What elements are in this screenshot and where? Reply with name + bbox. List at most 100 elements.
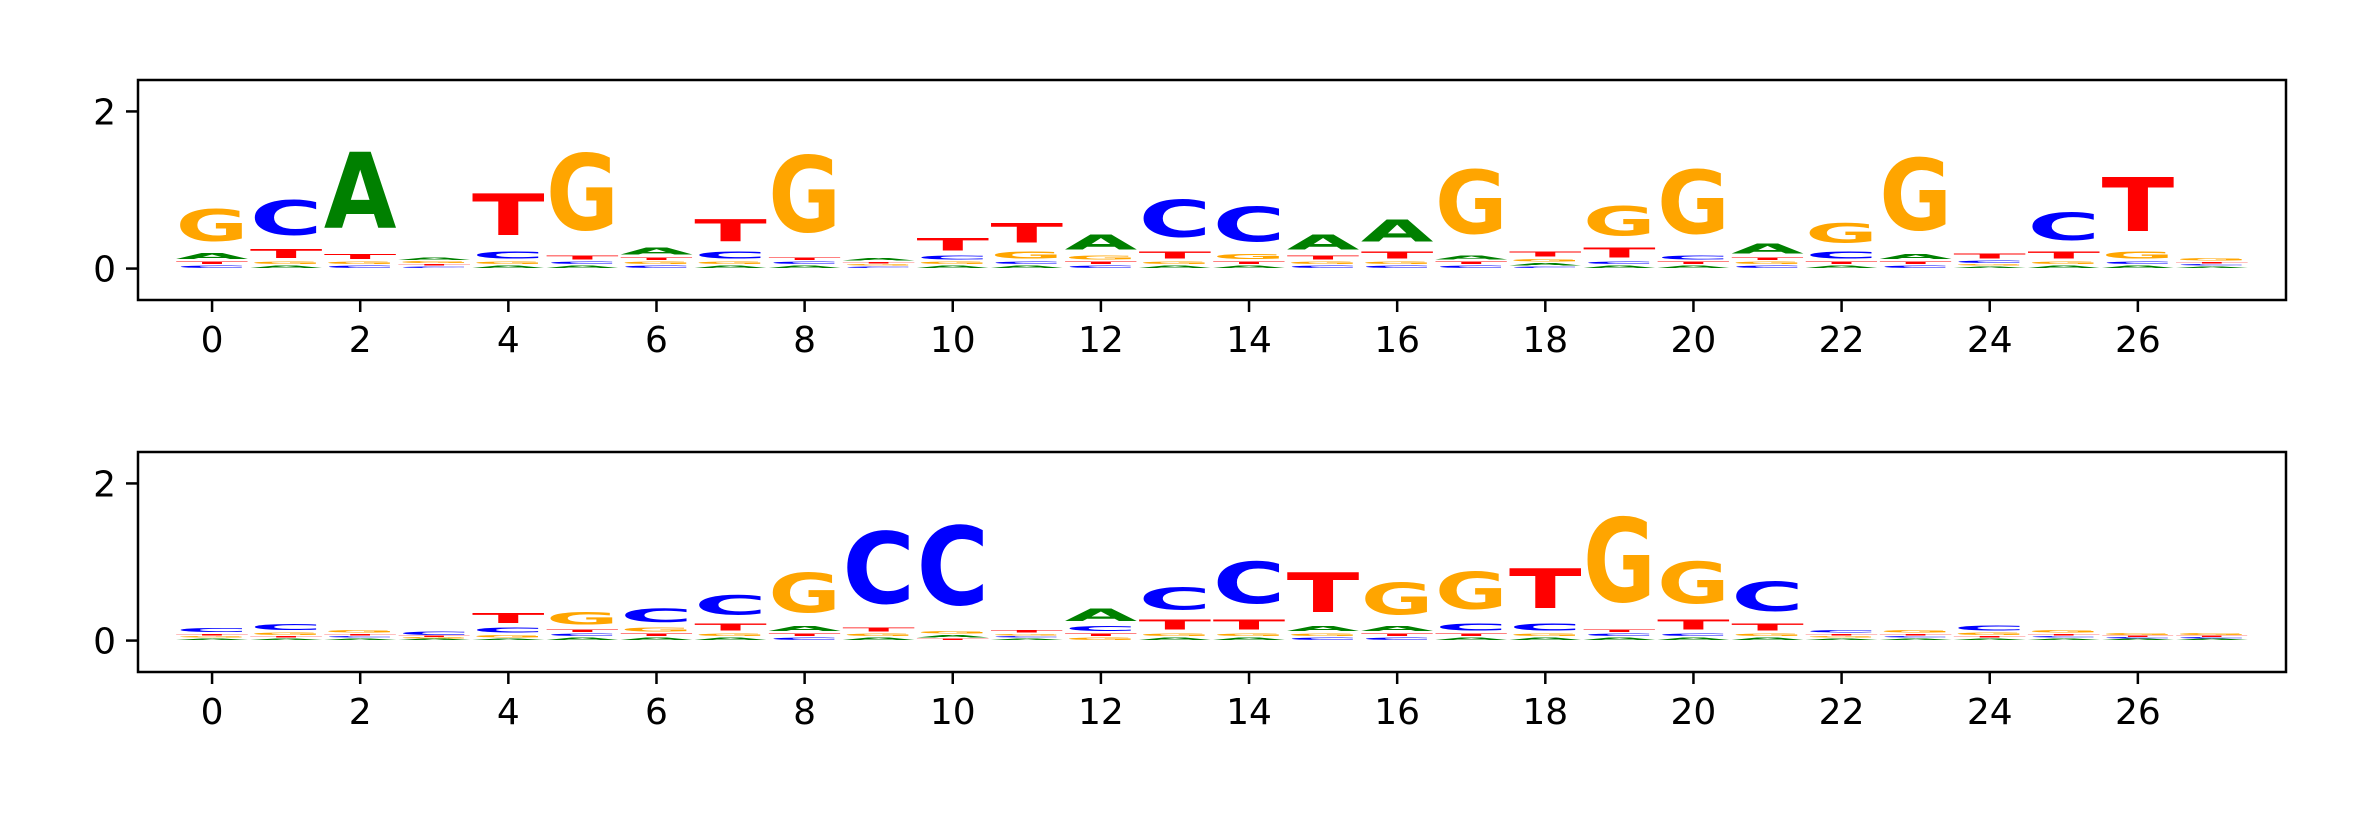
logo-letter-c: C (916, 505, 989, 630)
axes-frame (136, 78, 2288, 302)
logo-letter-g: G (1287, 261, 1360, 265)
logo-letter-g: G (842, 264, 915, 266)
logo-letter-c: C (768, 261, 841, 265)
logo-letter-g: G (2176, 258, 2249, 262)
logo-letter-c: C (1731, 574, 1804, 621)
logo-letter-a: A (620, 637, 693, 641)
logo-letter-g: G (546, 609, 619, 629)
logo-letter-a: A (324, 132, 397, 253)
logo-letter-g: G (1361, 261, 1434, 265)
logo-letter-c: C (1879, 265, 1952, 269)
logo-letter-c: C (768, 637, 841, 641)
logo-letter-t: T (1509, 558, 1582, 621)
logo-letter-g: G (1953, 264, 2026, 266)
logo-letter-g: G (1657, 152, 1730, 255)
logo-letter-g: G (1879, 138, 1952, 252)
logo-letter-c: C (472, 249, 545, 261)
logo-letter-t: T (1657, 261, 1730, 265)
logo-letter-c: C (176, 627, 249, 633)
logo-letter-c: C (620, 265, 693, 269)
logo-letter-t: T (2176, 261, 2249, 263)
logo-letter-a: A (1953, 266, 2027, 268)
logo-letter-g: G (916, 630, 989, 634)
logo-letter-g: G (1213, 253, 1286, 261)
x-tick-label: 26 (2115, 692, 2161, 733)
logo-letter-t: T (1805, 261, 1878, 265)
logo-letter-a: A (1361, 625, 1434, 633)
logo-letter-a: A (1879, 638, 1953, 640)
logo-letter-a: A (1879, 253, 1952, 261)
x-tick-label: 20 (1671, 320, 1717, 361)
x-tick-label: 4 (497, 320, 520, 361)
logo-letter-c: C (398, 631, 471, 636)
logo-letter-t: T (324, 633, 397, 635)
logo-letter-t: T (768, 633, 841, 637)
logo-letter-g: G (768, 135, 841, 257)
x-tick-label: 16 (1374, 692, 1420, 733)
x-tick-label: 26 (2115, 320, 2161, 361)
logo-letter-g: G (1065, 637, 1138, 641)
logo-letter-t: T (991, 218, 1064, 249)
logo-letter-c: C (1213, 198, 1286, 253)
logo-letter-g: G (1435, 152, 1508, 255)
x-tick-label: 10 (930, 320, 976, 361)
logo-letter-c: C (1287, 637, 1360, 641)
logo-letter-g: G (472, 261, 545, 265)
logo-letter-t: T (250, 636, 323, 638)
logo-letter-c: C (2027, 636, 2100, 638)
logo-letter-g: G (2176, 633, 2249, 636)
x-tick-label: 2 (349, 320, 372, 361)
logo-letter-a: A (1583, 265, 1656, 269)
x-tick-label: 6 (645, 320, 668, 361)
logo-letter-t: T (842, 261, 915, 263)
logo-letter-g: G (1065, 254, 1138, 260)
logo-letter-g: G (1583, 198, 1656, 245)
logo-letter-g: G (1731, 633, 1804, 637)
logo-letter-g: G (1139, 261, 1212, 265)
x-tick-label: 12 (1078, 692, 1124, 733)
logo-letter-c: C (842, 513, 915, 626)
logo-letter-t: T (472, 611, 545, 627)
logo-letter-c: C (1583, 633, 1656, 637)
logo-letter-g: G (1361, 574, 1434, 625)
logo-letter-a: A (546, 637, 619, 641)
logo-letter-c: C (1583, 261, 1656, 265)
logo-letter-a: A (398, 639, 471, 641)
logo-letter-c: C (398, 266, 471, 268)
logo-letter-t: T (1287, 254, 1360, 260)
logo-letter-g: G (2102, 249, 2175, 261)
logo-letter-g: G (1805, 218, 1878, 249)
logo-letter-g: G (991, 633, 1064, 635)
logo-letter-c: C (1509, 621, 1582, 633)
logo-letter-t: T (768, 257, 841, 261)
logo-letter-c: C (1435, 621, 1508, 633)
axes-frame (136, 450, 2288, 674)
logo-letter-c: C (1065, 265, 1138, 269)
logo-letter-t: T (1509, 250, 1582, 258)
logo-letter-a: A (1731, 637, 1804, 641)
logo-letter-a: A (546, 265, 619, 269)
logo-letter-c: C (1731, 265, 1804, 269)
logo-letter-a: A (1953, 638, 2027, 640)
logo-letter-c: C (1139, 190, 1212, 249)
logo-letter-a: A (1139, 265, 1212, 269)
logo-letter-t: T (546, 254, 619, 260)
logo-letter-c: C (694, 249, 767, 261)
logo-letter-t: T (1731, 621, 1804, 633)
logo-letter-a: A (472, 638, 546, 640)
logo-letter-c: C (1509, 266, 1582, 268)
logo-letter-a: A (1435, 254, 1508, 260)
logo-letter-c: C (2027, 206, 2100, 249)
logo-letter-t: T (398, 264, 471, 266)
logo-letter-g: G (398, 261, 471, 264)
logo-letter-c: C (324, 265, 397, 269)
logo-letter-t: T (991, 630, 1064, 634)
logo-stacks: CTAGAGTCCGTACTGAAGCTACTGCGTAAGCTACTGCGTA… (176, 132, 2249, 269)
logo-letter-a: A (1361, 214, 1434, 249)
logo-letter-t: T (1361, 633, 1434, 637)
logo-letter-t: T (1435, 633, 1508, 637)
logo-letter-c: C (324, 636, 397, 638)
logo-letter-g: G (1731, 261, 1804, 265)
logo-letter-a: A (991, 265, 1064, 269)
